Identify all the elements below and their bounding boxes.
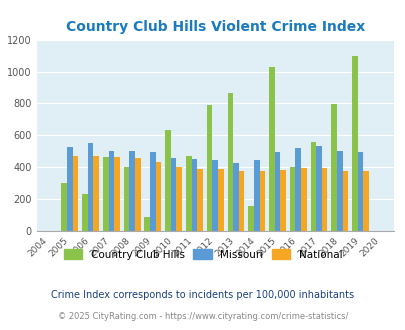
Bar — [144, 217, 150, 231]
Bar — [191, 159, 197, 231]
Bar — [351, 55, 357, 231]
Bar — [315, 146, 321, 231]
Bar — [269, 67, 274, 231]
Bar — [336, 151, 342, 231]
Bar — [134, 158, 140, 231]
Bar — [72, 156, 78, 231]
Bar — [217, 169, 223, 231]
Bar — [253, 160, 259, 231]
Bar — [321, 168, 327, 231]
Bar — [165, 130, 171, 231]
Bar — [330, 104, 336, 231]
Bar — [342, 171, 347, 231]
Bar — [155, 162, 161, 231]
Bar — [289, 167, 295, 231]
Bar — [150, 152, 155, 231]
Bar — [238, 171, 244, 231]
Bar — [61, 183, 67, 231]
Bar — [357, 152, 362, 231]
Bar — [279, 170, 285, 231]
Bar — [129, 151, 134, 231]
Bar — [310, 143, 315, 231]
Bar — [232, 163, 238, 231]
Bar — [102, 157, 108, 231]
Bar — [274, 152, 279, 231]
Title: Country Club Hills Violent Crime Index: Country Club Hills Violent Crime Index — [65, 20, 364, 34]
Bar — [185, 156, 191, 231]
Text: Crime Index corresponds to incidents per 100,000 inhabitants: Crime Index corresponds to incidents per… — [51, 290, 354, 300]
Bar — [93, 156, 99, 231]
Bar — [259, 171, 264, 231]
Bar — [87, 143, 93, 231]
Bar — [176, 167, 181, 231]
Bar — [171, 158, 176, 231]
Bar — [114, 157, 119, 231]
Bar — [67, 147, 72, 231]
Legend: Country Club Hills, Missouri, National: Country Club Hills, Missouri, National — [59, 245, 346, 264]
Bar — [227, 93, 232, 231]
Bar — [362, 171, 368, 231]
Bar — [197, 169, 202, 231]
Bar — [206, 105, 212, 231]
Bar — [108, 151, 114, 231]
Bar — [295, 148, 301, 231]
Bar — [301, 168, 306, 231]
Bar — [248, 206, 253, 231]
Text: © 2025 CityRating.com - https://www.cityrating.com/crime-statistics/: © 2025 CityRating.com - https://www.city… — [58, 312, 347, 321]
Bar — [82, 194, 87, 231]
Bar — [212, 160, 217, 231]
Bar — [124, 167, 129, 231]
